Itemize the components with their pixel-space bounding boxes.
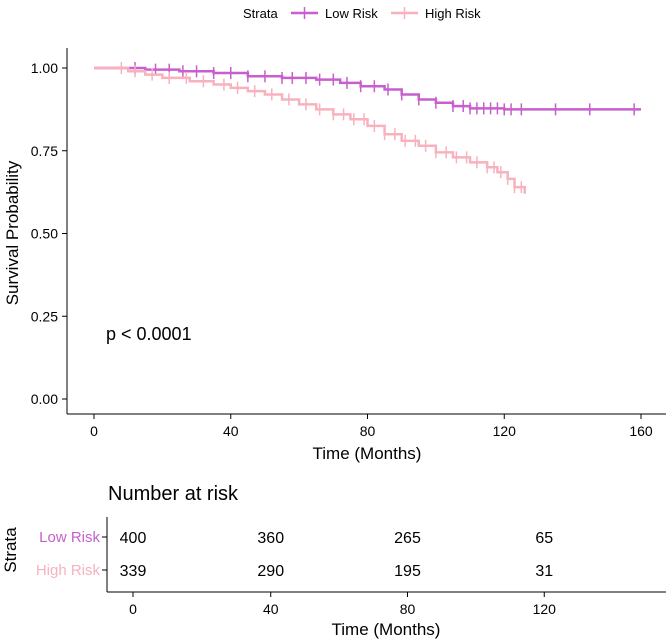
legend-title: Strata <box>243 6 278 21</box>
risk-row-label-low-risk: Low Risk <box>39 529 100 546</box>
risk-count: 265 <box>394 530 421 547</box>
risk-x-axis-label: Time (Months) <box>332 620 441 639</box>
risk-count: 400 <box>120 530 147 547</box>
risk-table-title: Number at risk <box>108 483 239 505</box>
risk-table: Number at risk Strata Low Risk 400 360 265 6… <box>1 483 666 639</box>
y-tick-label: 0.50 <box>31 226 58 242</box>
risk-table-y-label: Strata <box>1 527 20 573</box>
x-tick-label: 0 <box>90 423 98 439</box>
x-axis-label: Time (Months) <box>313 444 422 463</box>
y-tick-label: 0.00 <box>31 391 58 407</box>
y-tick-label: 0.75 <box>31 143 58 159</box>
risk-count: 195 <box>394 563 421 580</box>
legend-label-low-risk: Low Risk <box>325 6 378 21</box>
legend-label-high-risk: High Risk <box>425 6 481 21</box>
x-tick-label: 40 <box>223 423 239 439</box>
risk-x-tick-label: 40 <box>263 601 279 617</box>
risk-count: 31 <box>535 563 553 580</box>
legend-entry-high-risk: High Risk <box>391 6 481 21</box>
risk-x-tick-label: 0 <box>129 601 137 617</box>
legend-entry-low-risk: Low Risk <box>291 6 378 21</box>
x-tick-label: 80 <box>360 423 376 439</box>
risk-rows: Low Risk400360265651High Risk33929019531… <box>36 529 553 580</box>
y-tick-label: 0.25 <box>31 308 58 324</box>
risk-row-label-high-risk: High Risk <box>36 562 101 579</box>
y-axis-ticks: 0.00 0.25 0.50 0.75 1.00 <box>31 60 67 407</box>
x-tick-label: 120 <box>493 423 517 439</box>
risk-x-tick-label: 120 <box>533 601 557 617</box>
risk-count: 290 <box>257 563 284 580</box>
y-tick-label: 1.00 <box>31 60 58 76</box>
risk-x-tick-label: 80 <box>400 601 416 617</box>
km-plot: Strata Low Risk High Risk 0.000.250.500.… <box>3 6 666 463</box>
x-tick-label: 160 <box>629 423 653 439</box>
p-value-annotation: p < 0.0001 <box>106 324 192 344</box>
y-axis-label: Survival Probability <box>3 160 22 305</box>
survival-curve-high-risk <box>94 66 527 194</box>
risk-count: 360 <box>257 530 284 547</box>
survival-curves <box>94 62 641 194</box>
survival-curve-low-risk <box>94 66 641 111</box>
risk-count: 65 <box>535 530 553 547</box>
x-axis-ticks: 0 40 80 120 160 <box>90 414 653 439</box>
legend: Strata Low Risk High Risk <box>243 6 481 21</box>
risk-count: 339 <box>120 563 147 580</box>
